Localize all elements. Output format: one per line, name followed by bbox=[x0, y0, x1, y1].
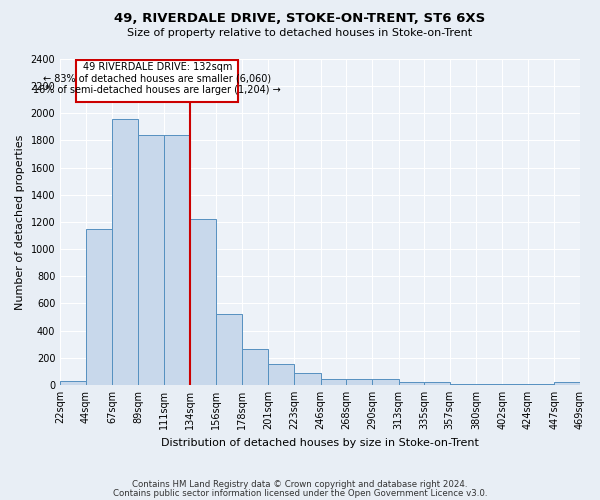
Bar bbox=[190, 219, 216, 385]
FancyBboxPatch shape bbox=[76, 60, 238, 102]
Bar bbox=[476, 384, 502, 385]
Text: Contains HM Land Registry data © Crown copyright and database right 2024.: Contains HM Land Registry data © Crown c… bbox=[132, 480, 468, 489]
Bar bbox=[112, 119, 138, 385]
Bar bbox=[138, 135, 164, 385]
Bar bbox=[424, 382, 450, 385]
Bar bbox=[242, 349, 268, 385]
Text: Size of property relative to detached houses in Stoke-on-Trent: Size of property relative to detached ho… bbox=[127, 28, 473, 38]
X-axis label: Distribution of detached houses by size in Stoke-on-Trent: Distribution of detached houses by size … bbox=[161, 438, 479, 448]
Y-axis label: Number of detached properties: Number of detached properties bbox=[15, 134, 25, 310]
Bar bbox=[398, 382, 424, 385]
Text: Contains public sector information licensed under the Open Government Licence v3: Contains public sector information licen… bbox=[113, 488, 487, 498]
Bar bbox=[527, 384, 554, 385]
Bar bbox=[268, 364, 294, 385]
Bar bbox=[164, 135, 190, 385]
Bar bbox=[60, 381, 86, 385]
Bar bbox=[372, 380, 398, 385]
Bar bbox=[216, 314, 242, 385]
Bar bbox=[320, 379, 346, 385]
Text: 16% of semi-detached houses are larger (1,204) →: 16% of semi-detached houses are larger (… bbox=[34, 84, 281, 94]
Bar bbox=[346, 380, 372, 385]
Bar bbox=[502, 384, 527, 385]
Text: ← 83% of detached houses are smaller (6,060): ← 83% of detached houses are smaller (6,… bbox=[43, 74, 271, 84]
Bar bbox=[554, 382, 580, 385]
Bar bbox=[294, 374, 320, 385]
Bar bbox=[86, 229, 112, 385]
Text: 49 RIVERDALE DRIVE: 132sqm: 49 RIVERDALE DRIVE: 132sqm bbox=[83, 62, 232, 72]
Text: 49, RIVERDALE DRIVE, STOKE-ON-TRENT, ST6 6XS: 49, RIVERDALE DRIVE, STOKE-ON-TRENT, ST6… bbox=[115, 12, 485, 26]
Bar bbox=[450, 384, 476, 385]
